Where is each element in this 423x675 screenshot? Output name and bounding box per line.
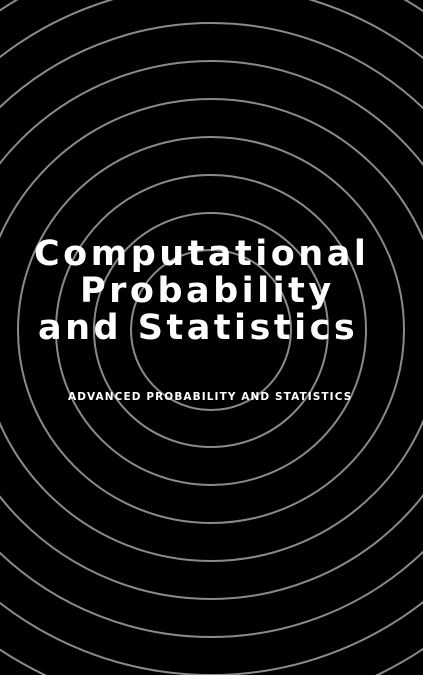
ring (0, 98, 423, 562)
ring (55, 174, 367, 486)
title-line-1: Computational (34, 234, 370, 274)
ring (0, 22, 423, 638)
ring (130, 249, 292, 411)
ring (0, 60, 423, 600)
title-line-3: and Statistics (38, 308, 359, 348)
ring (17, 136, 405, 524)
book-title: Computational Probability and Statistics (0, 236, 423, 347)
ring (93, 212, 329, 448)
title-line-2: Probability (80, 271, 335, 311)
book-subtitle: ADVANCED PROBABILITY AND STATISTICS (68, 391, 353, 403)
